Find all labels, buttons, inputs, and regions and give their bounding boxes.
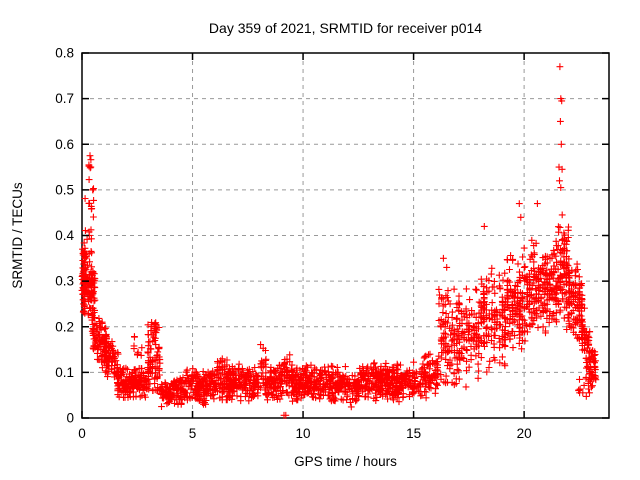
y-axis-label: SRMTID / TECUs <box>10 182 25 289</box>
scatter-markers <box>78 63 600 419</box>
y-tick-label: 0.4 <box>55 228 74 243</box>
x-tick-label: 10 <box>296 426 311 441</box>
y-tick-label: 0 <box>66 411 74 426</box>
x-axis-label: GPS time / hours <box>294 454 397 469</box>
y-tick-label: 0.8 <box>55 46 74 61</box>
chart-title: Day 359 of 2021, SRMTID for receiver p01… <box>209 20 482 36</box>
grid-lines <box>82 53 609 418</box>
y-tick-label: 0.7 <box>55 91 74 106</box>
x-tick-label: 0 <box>78 426 86 441</box>
y-tick-label: 0.3 <box>55 274 74 289</box>
x-tick-label: 5 <box>189 426 197 441</box>
tick-labels: 0 5 10 15 20 0 0.1 0.2 0.3 0.4 0.5 0.6 0.7 0.8 <box>55 46 531 442</box>
y-tick-label: 0.6 <box>55 137 74 152</box>
y-tick-label: 0.2 <box>55 319 74 334</box>
x-tick-label: 15 <box>406 426 421 441</box>
x-tick-label: 20 <box>517 426 532 441</box>
y-tick-label: 0.5 <box>55 182 74 197</box>
tick-marks <box>81 52 609 419</box>
y-tick-label: 0.1 <box>55 365 74 380</box>
data-points <box>78 63 600 419</box>
